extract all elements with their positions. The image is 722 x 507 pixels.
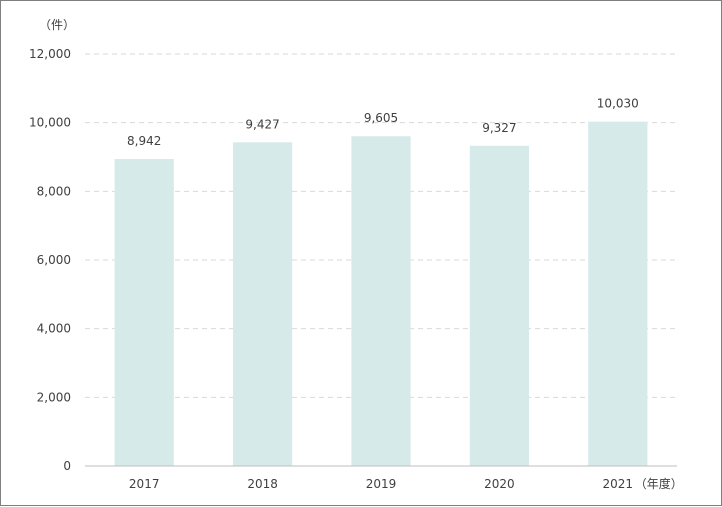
y-tick-label: 4,000: [37, 322, 71, 336]
y-tick-label: 2,000: [37, 390, 71, 404]
bar: [233, 142, 293, 466]
x-tick-label: 2017: [129, 477, 160, 491]
x-tick-label: 2018: [247, 477, 278, 491]
data-label: 9,605: [364, 111, 398, 125]
y-axis-unit: （件）: [39, 18, 75, 32]
x-tick-labels: 2017 2018 2019 2020 2021 （年度）: [129, 476, 683, 491]
y-tick-label: 6,000: [37, 253, 71, 267]
y-tick-label: 0: [63, 459, 71, 473]
x-tick-label: 2021: [603, 477, 634, 491]
y-tick-label: 12,000: [29, 47, 71, 61]
bar: [114, 158, 174, 466]
data-label: 10,030: [597, 97, 639, 111]
data-label: 8,942: [127, 134, 161, 148]
y-tick-label: 10,000: [29, 116, 71, 130]
x-axis-unit: （年度）: [635, 476, 683, 491]
bars: [114, 121, 648, 467]
y-tick-label: 8,000: [37, 184, 71, 198]
value-labels: 8,942 9,427 9,605 9,327 10,030: [127, 97, 639, 148]
data-label: 9,327: [482, 121, 516, 135]
y-tick-labels: 0 2,000 4,000 6,000 8,000 10,000 12,000: [29, 47, 71, 473]
bar: [469, 145, 529, 466]
bar: [588, 121, 648, 467]
data-label: 9,427: [245, 117, 279, 131]
x-tick-label: 2019: [366, 477, 397, 491]
x-tick-label: 2020: [484, 477, 515, 491]
bar: [351, 136, 411, 466]
